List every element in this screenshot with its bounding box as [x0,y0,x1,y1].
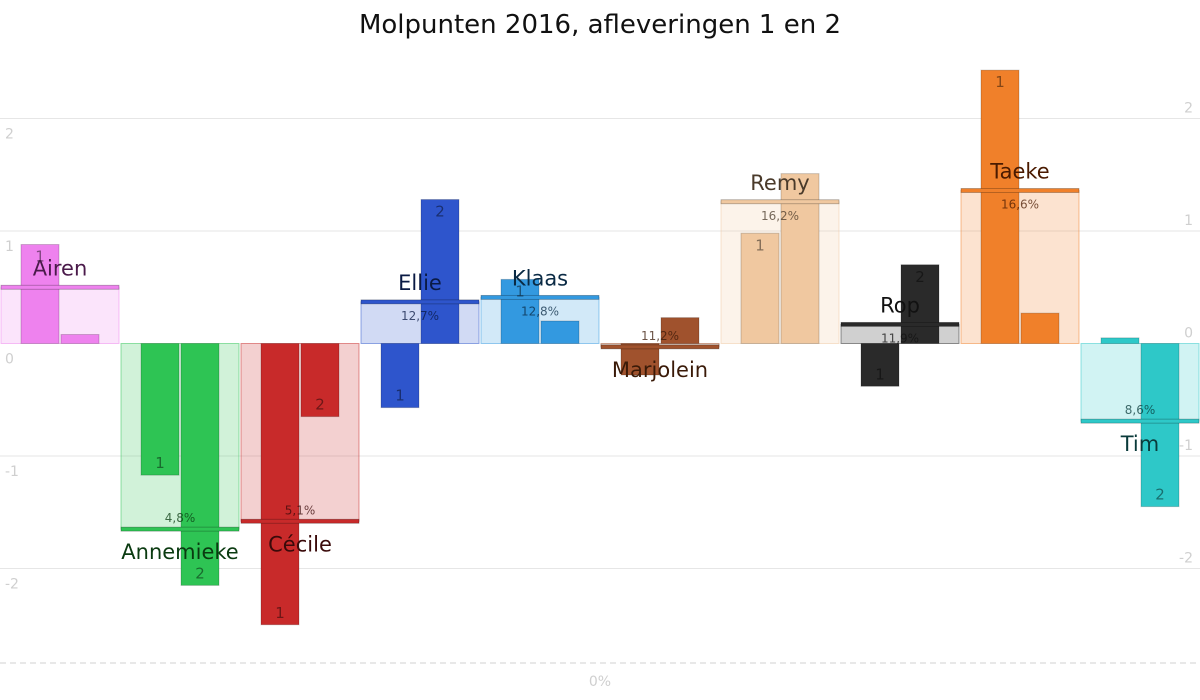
episode-label: 2 [1155,486,1165,504]
bar-ep2-cécile [300,343,340,418]
total-area-airen [0,286,120,344]
total-line-annemieke [120,526,240,532]
percentage-label: 16,6% [1001,198,1039,212]
percentage-label: 12,7% [401,309,439,323]
bar-ep2-taeke [1020,312,1060,344]
bar-ep2-tim [1140,343,1180,508]
episode-label: 1 [995,73,1005,91]
episode-label: 1 [155,454,165,472]
episode-label: 1 [395,387,405,405]
bar-ep1-taeke [980,69,1020,344]
bar-ep2-annemieke [180,343,220,586]
candidate-name-label: Rop [880,293,920,317]
left-tick-label: 0 [5,352,14,368]
episode-label: 2 [195,564,205,582]
candidate-name-label: Annemieke [121,540,238,564]
bar-ep2-klaas [540,320,580,344]
left-tick-label: -2 [5,577,19,593]
candidate-name-label: Marjolein [612,358,708,382]
bar-ep1-cécile [260,343,300,626]
episode-label: 2 [315,396,325,414]
total-line-ellie [360,299,480,305]
total-line-airen [0,284,120,290]
right-tick-label: 1 [1184,213,1193,229]
total-area-annemieke [120,343,240,530]
total-line-remy [720,199,840,205]
candidate-name-label: Ellie [398,271,442,295]
labels-layer: 1Airen124,8%Annemieke125,1%Cécile1212,7%… [33,73,1165,622]
total-area-taeke [960,190,1080,344]
total-line-rop [840,321,960,327]
episode-label: 2 [435,203,445,221]
bar-ep1-klaas [500,278,540,344]
candidate-name-label: Tim [1120,432,1159,456]
right-tick-label: 2 [1184,101,1193,117]
bar-ep2-airen [60,334,100,344]
right-tick-label: 0 [1184,326,1193,342]
bar-ep1-tim [1100,337,1140,344]
candidate-name-label: Cécile [268,532,332,556]
bar-ep1-remy [740,232,780,344]
episode-label: 1 [515,282,525,300]
episode-label: 2 [915,268,925,286]
percentage-label: 11,2% [641,329,679,343]
total-line-klaas [480,294,600,300]
episode-label: 1 [875,365,885,383]
episode-label: 1 [275,604,285,622]
total-line-cécile [240,518,360,524]
bar-ep1-airen [20,244,60,344]
bars-layer [0,69,1200,626]
total-area-cécile [240,343,360,522]
candidate-name-label: Taeke [989,160,1049,184]
bar-ep2-marjolein [660,317,700,344]
chart-title: Molpunten 2016, afleveringen 1 en 2 [359,10,841,40]
right-tick-label: -2 [1179,551,1193,567]
left-tick-label: 1 [5,239,14,255]
percentage-label: 11,9% [881,331,919,345]
bar-ep1-rop [860,343,900,387]
candidate-name-label: Airen [33,256,88,280]
candidate-name-label: Remy [750,171,809,195]
left-tick-label: -1 [5,464,19,480]
bar-ep1-annemieke [140,343,180,476]
percentage-label: 4,8% [165,511,196,525]
total-line-taeke [960,188,1080,193]
left-tick-label: 2 [5,127,14,143]
percentage-label: 8,6% [1125,403,1156,417]
total-area-tim [1080,343,1200,422]
total-line-tim [1080,418,1200,424]
percentage-label: 12,8% [521,304,559,318]
candidate-name-label: Klaas [512,266,568,290]
x-axis-label: 0% [589,674,611,690]
bar-ep2-remy [780,173,820,344]
total-area-klaas [480,296,600,344]
total-area-remy [720,201,840,344]
percentage-label: 16,2% [761,209,799,223]
percentage-label: 5,1% [285,503,316,517]
bar-ep1-ellie [380,343,420,409]
total-area-ellie [360,301,480,344]
total-line-marjolein [600,344,720,350]
episode-label: 1 [35,248,45,266]
episode-label: 1 [755,236,765,254]
right-tick-label: -1 [1179,438,1193,454]
bar-ep2-rop [900,264,940,344]
bar-ep2-ellie [420,199,460,344]
